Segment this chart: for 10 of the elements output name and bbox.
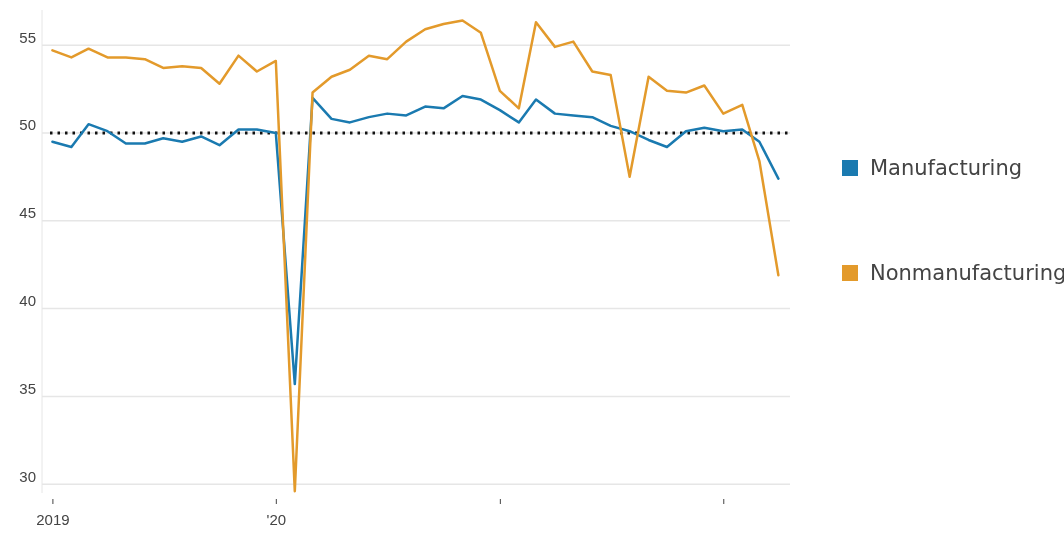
legend-label: Manufacturing	[870, 156, 1023, 180]
y-tick-label: 35	[19, 379, 36, 397]
x-tick-label: 2019	[36, 510, 70, 528]
y-tick-label: 30	[19, 467, 36, 485]
y-tick-label: 55	[19, 28, 36, 46]
y-tick-label: 45	[19, 204, 36, 222]
x-tick-label: '20	[266, 510, 287, 528]
y-tick-label: 50	[19, 116, 36, 134]
legend-label: Nonmanufacturing	[870, 261, 1064, 285]
y-tick-label: 40	[19, 292, 36, 310]
